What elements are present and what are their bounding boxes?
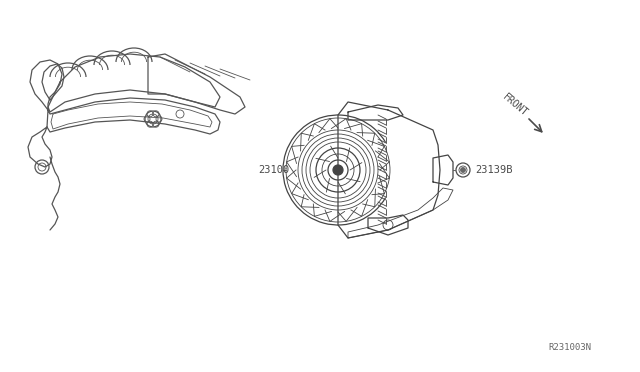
Text: R231003N: R231003N bbox=[548, 343, 591, 352]
Text: 23100: 23100 bbox=[258, 165, 289, 175]
Text: FRONT: FRONT bbox=[500, 92, 529, 118]
Circle shape bbox=[333, 165, 343, 175]
Circle shape bbox=[461, 167, 465, 173]
Text: 23139B: 23139B bbox=[475, 165, 513, 175]
